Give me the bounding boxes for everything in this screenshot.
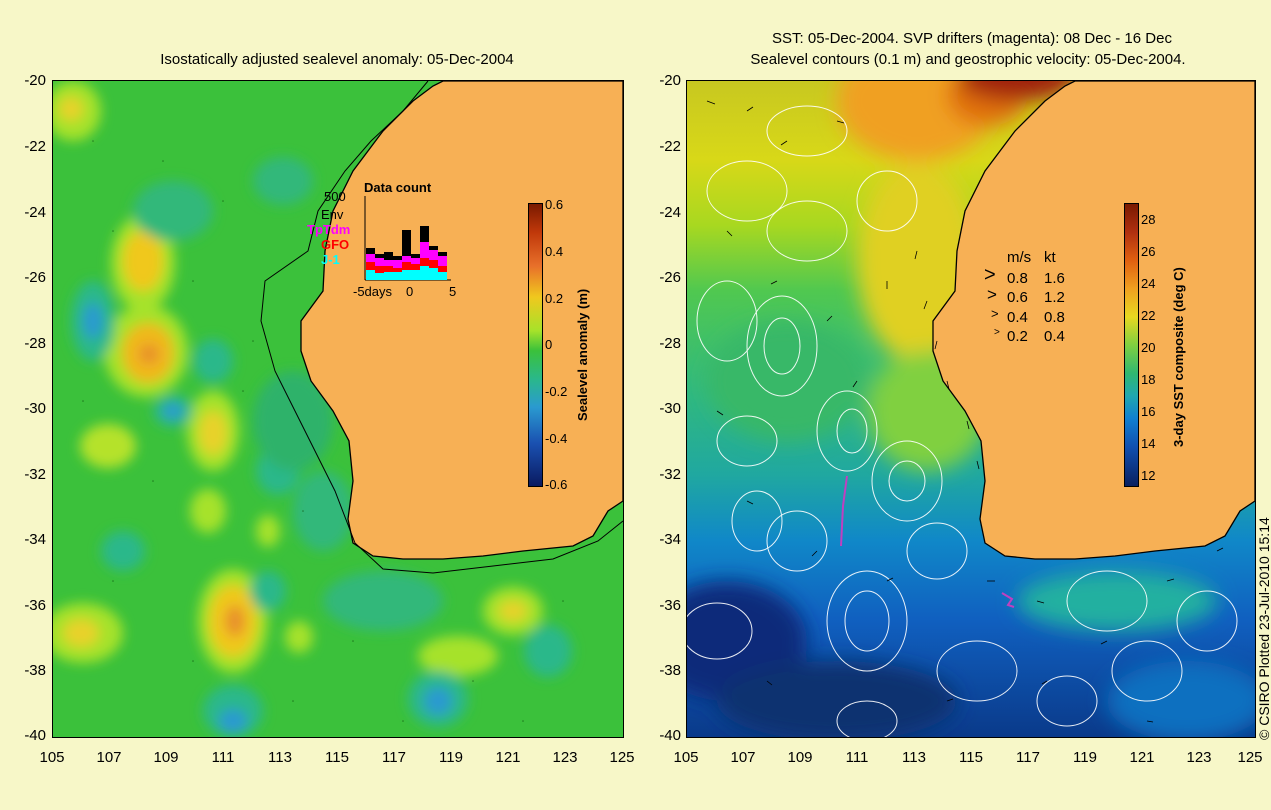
velocity-arrow-icon: > (987, 285, 997, 304)
cb-tick: 22 (1141, 308, 1156, 323)
x-tick: 123 (1186, 749, 1212, 766)
x-tick: 113 (268, 749, 292, 766)
sealevel-anomaly-map: Data count 500 Env TpTdm GFO J-1 -5days … (52, 80, 624, 738)
cb-tick: 16 (1141, 404, 1156, 419)
cb-tick: 12 (1141, 468, 1156, 483)
x-tick: 117 (382, 749, 406, 766)
y-tick: -34 (24, 531, 46, 548)
x-tick: 121 (1129, 749, 1155, 766)
sst-colorbar-label: 3-day SST composite (deg C) (1171, 267, 1186, 447)
y-tick: -30 (659, 400, 681, 417)
y-tick: -30 (24, 400, 46, 417)
y-tick: -32 (659, 466, 681, 483)
x-tick: 121 (495, 749, 521, 766)
cb-tick: -0.6 (545, 477, 568, 492)
y-tick: -28 (24, 335, 46, 352)
y-tick: -34 (659, 531, 681, 548)
inset-x-label-start: -5days (353, 284, 393, 299)
cb-tick: 18 (1141, 372, 1156, 387)
cb-tick: 20 (1141, 340, 1156, 355)
velocity-arrow-icon: > (984, 264, 996, 286)
sealevel-colorbar-label: Sealevel anomaly (m) (575, 288, 590, 421)
x-tick: 107 (730, 749, 756, 766)
cb-tick: -0.4 (545, 431, 568, 446)
legend-gfo: GFO (321, 237, 350, 252)
velocity-arrow-icon: > (991, 306, 999, 321)
y-tick: -38 (24, 662, 46, 679)
velocity-legend-ms-header: m/s (1007, 249, 1032, 266)
data-count-histogram (364, 196, 451, 281)
velocity-value-ms: 0.6 (1007, 289, 1028, 306)
legend-j1: J-1 (321, 252, 340, 267)
cb-tick: 0 (545, 337, 553, 352)
x-tick: 119 (1073, 749, 1097, 766)
velocity-value-kt: 1.2 (1044, 289, 1065, 306)
y-tick: -22 (659, 138, 681, 155)
x-tick: 125 (609, 749, 635, 766)
x-tick: 111 (845, 749, 869, 766)
right-panel-title-line2: Sealevel contours (0.1 m) and geostrophi… (750, 51, 1186, 68)
x-tick: 117 (1016, 749, 1040, 766)
left-panel-title: Isostatically adjusted sealevel anomaly:… (160, 51, 514, 68)
velocity-value-ms: 0.2 (1007, 328, 1028, 345)
y-tick: -24 (24, 204, 46, 221)
y-tick: -38 (659, 662, 681, 679)
x-tick: 115 (959, 749, 983, 766)
legend-env: Env (321, 207, 344, 222)
plot-credit: © CSIRO Plotted 23-Jul-2010 15:14 (1256, 517, 1271, 740)
y-tick: -20 (659, 72, 681, 89)
velocity-value-kt: 1.6 (1044, 270, 1065, 287)
y-tick: -36 (24, 597, 46, 614)
cb-tick: 0.2 (545, 291, 564, 306)
x-tick: 115 (325, 749, 349, 766)
velocity-value-kt: 0.8 (1044, 309, 1065, 326)
x-tick: 105 (673, 749, 699, 766)
sst-colorbar (1124, 203, 1139, 487)
x-tick: 123 (552, 749, 578, 766)
x-tick: 113 (902, 749, 926, 766)
y-tick: -28 (659, 335, 681, 352)
sst-map: m/s kt > 0.8 1.6 > 0.6 1.2 > 0.4 0.8 > 0… (686, 80, 1256, 738)
y-tick: -20 (24, 72, 46, 89)
velocity-arrow-icon: > (994, 327, 1000, 338)
cb-tick: 0.6 (545, 197, 564, 212)
x-tick: 109 (153, 749, 179, 766)
right-panel-title-line1: SST: 05-Dec-2004. SVP drifters (magenta)… (772, 30, 1172, 47)
cb-tick: 14 (1141, 436, 1156, 451)
x-tick: 119 (439, 749, 463, 766)
velocity-value-kt: 0.4 (1044, 328, 1065, 345)
inset-title: Data count (364, 180, 432, 195)
y-tick: -32 (24, 466, 46, 483)
y-tick: -36 (659, 597, 681, 614)
velocity-value-ms: 0.8 (1007, 270, 1028, 287)
x-tick: 125 (1237, 749, 1263, 766)
y-tick: -40 (659, 727, 681, 744)
y-tick: -22 (24, 138, 46, 155)
velocity-legend-kt-header: kt (1044, 249, 1056, 266)
cb-tick: 24 (1141, 276, 1156, 291)
x-tick: 107 (96, 749, 122, 766)
sealevel-colorbar (528, 203, 543, 487)
inset-max-label: 500 (324, 189, 346, 204)
sst-field (687, 81, 1255, 737)
y-tick: -40 (24, 727, 46, 744)
inset-x-label-mid: 0 (406, 284, 414, 299)
y-tick: -26 (659, 269, 681, 286)
y-tick: -26 (24, 269, 46, 286)
legend-tptdm: TpTdm (307, 222, 351, 237)
velocity-value-ms: 0.4 (1007, 309, 1028, 326)
x-tick: 109 (787, 749, 813, 766)
inset-x-label-end: 5 (449, 284, 457, 299)
y-tick: -24 (659, 204, 681, 221)
cb-tick: 28 (1141, 212, 1156, 227)
x-tick: 111 (211, 749, 235, 766)
cb-tick: -0.2 (545, 384, 568, 399)
x-tick: 105 (39, 749, 65, 766)
cb-tick: 0.4 (545, 244, 564, 259)
cb-tick: 26 (1141, 244, 1156, 259)
